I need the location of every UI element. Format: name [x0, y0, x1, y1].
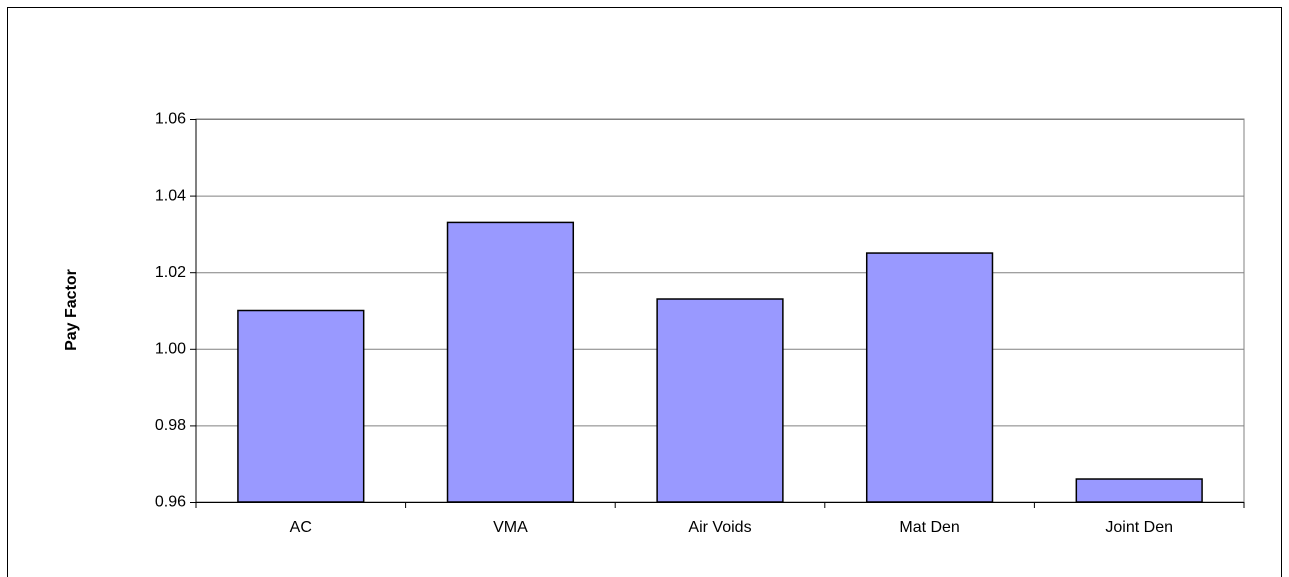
y-tick-label: 0.98	[155, 417, 186, 434]
bar	[865, 252, 994, 503]
bar	[1075, 478, 1203, 503]
x-tick-label: AC	[290, 519, 312, 536]
y-tick-label: 0.96	[155, 494, 186, 511]
bar	[237, 309, 365, 503]
y-tick-label: 1.02	[155, 264, 186, 281]
x-tick-label: Air Voids	[688, 519, 751, 536]
y-tick-label: 1.04	[155, 187, 186, 204]
y-tick-label: 1.06	[155, 111, 186, 128]
bar	[656, 298, 784, 503]
x-tick-label: VMA	[493, 519, 528, 536]
y-axis-title: Pay Factor	[63, 269, 80, 351]
y-tick-label: 1.00	[155, 341, 186, 358]
chart-border	[7, 7, 1282, 577]
x-tick-label: Mat Den	[899, 519, 959, 536]
bar	[446, 221, 575, 503]
x-tick-label: Joint Den	[1105, 519, 1173, 536]
